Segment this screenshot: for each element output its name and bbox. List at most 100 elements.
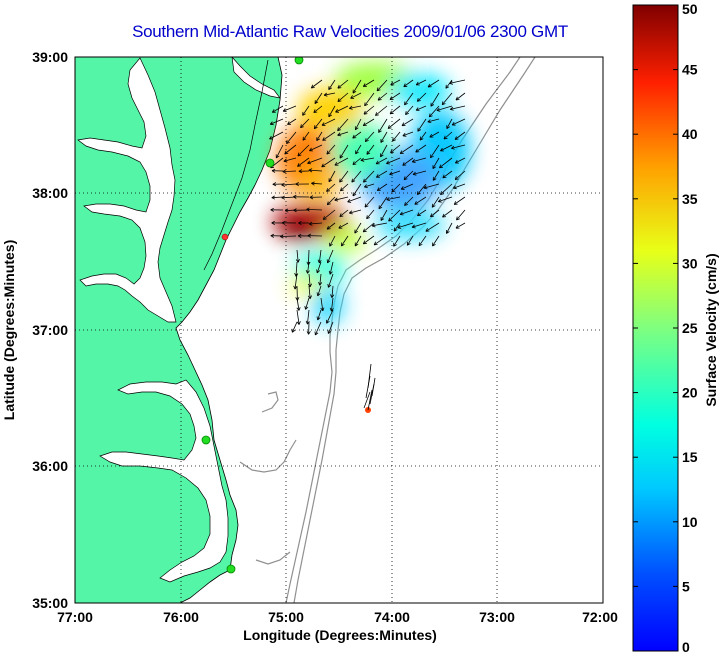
velocity-arrow [406, 235, 414, 246]
velocity-vectors-spot [363, 363, 376, 411]
velocity-arrow-head [310, 84, 314, 89]
velocity-arrow-head [293, 209, 297, 213]
velocity-arrow [380, 144, 388, 158]
velocity-arrow [438, 196, 453, 202]
velocity-arrow-head [297, 235, 302, 238]
velocity-arrow [327, 249, 334, 264]
velocity-arrow [411, 222, 427, 228]
velocity-arrow-head [363, 110, 366, 115]
velocity-arrow [335, 105, 349, 113]
velocity-arrow-head [328, 284, 332, 288]
velocity-arrow-head [430, 155, 434, 159]
velocity-arrow [399, 209, 414, 215]
velocity-arrow-head [414, 201, 417, 205]
velocity-arrow-head [326, 152, 331, 155]
velocity-arrow-head [270, 207, 274, 211]
velocity-arrow-head [276, 155, 280, 159]
colorbar-tick-label: 20 [682, 385, 698, 401]
velocity-arrow [450, 105, 466, 110]
velocity-arrow [454, 170, 466, 180]
velocity-arrow-head [297, 259, 300, 263]
velocity-arrow [355, 118, 362, 130]
colorbar-tick-label: 0 [682, 639, 690, 655]
velocity-arrow [455, 222, 466, 229]
velocity-arrow-head [311, 87, 315, 89]
velocity-arrow-head [386, 197, 390, 200]
velocity-arrow [339, 209, 349, 217]
y-tick-labels: 39:00 38:00 37:00 36:00 35:00 [32, 49, 68, 611]
velocity-arrow-head [281, 195, 285, 199]
velocity-arrow-head [271, 170, 276, 173]
colorbar-tick-label: 50 [682, 1, 698, 17]
velocity-arrow [308, 285, 311, 299]
velocity-arrow-head [271, 195, 275, 199]
velocity-arrow-head [454, 176, 457, 180]
velocity-arrow-head [443, 135, 446, 140]
velocity-arrow [430, 209, 440, 218]
velocity-arrow-head [309, 295, 312, 299]
velocity-arrow-head [334, 197, 338, 201]
velocity-arrow [309, 222, 323, 225]
velocity-arrow [373, 235, 388, 246]
velocity-arrow [331, 285, 334, 298]
velocity-arrow-head [339, 178, 341, 183]
x-tick-label: 75:00 [268, 609, 304, 625]
velocity-arrow [432, 170, 440, 181]
velocity-arrow [322, 131, 336, 141]
velocity-arrow-head [297, 233, 302, 237]
velocity-arrow [354, 222, 362, 234]
velocity-arrow-head [307, 163, 312, 165]
velocity-arrow [377, 92, 388, 101]
velocity-arrow [360, 157, 375, 161]
velocity-arrow-head [363, 242, 367, 245]
red-marker [221, 233, 229, 241]
velocity-arrow [294, 273, 298, 290]
velocity-arrow-head [412, 161, 416, 163]
velocity-arrow-head [330, 294, 333, 298]
pamlico-sound [99, 379, 229, 583]
velocity-arrow-head [454, 159, 458, 164]
velocity-arrow-head [311, 182, 315, 186]
velocity-arrow [316, 131, 323, 141]
velocity-arrow [296, 297, 300, 311]
velocity-arrow [296, 309, 300, 325]
velocity-arrow-head [294, 273, 297, 277]
velocity-arrow-head [355, 151, 359, 155]
velocity-arrow-head [321, 163, 324, 167]
velocity-arrow-head [280, 234, 284, 237]
velocity-arrow [442, 170, 453, 179]
velocity-arrow-head [397, 227, 402, 229]
velocity-arrow-head [272, 183, 277, 187]
velocity-arrow-head [307, 233, 312, 236]
velocity-arrow [403, 79, 414, 88]
velocity-arrow [389, 92, 401, 100]
velocity-arrow-head [328, 114, 333, 118]
velocity-arrow [366, 209, 375, 219]
velocity-arrow-head [363, 178, 365, 183]
velocity-arrow-head [364, 138, 367, 142]
velocity-arrow [454, 131, 466, 140]
velocity-arrow-head [287, 121, 290, 125]
velocity-arrow-head [316, 292, 319, 296]
velocity-arrow [388, 209, 401, 222]
velocity-arrow-head [329, 271, 333, 275]
velocity-arrow-head [412, 171, 416, 175]
velocity-arrow [321, 157, 336, 168]
velocity-vectors [269, 79, 466, 336]
velocity-arrow-head [389, 174, 393, 176]
velocity-arrow-head [429, 133, 433, 138]
velocity-arrow-head [286, 140, 288, 144]
velocity-arrow [309, 144, 323, 152]
velocity-arrow-head [442, 216, 447, 218]
x-tick-label: 74:00 [374, 609, 410, 625]
velocity-arrow [287, 118, 297, 125]
velocity-arrow-head [388, 217, 391, 222]
velocity-arrow [307, 261, 310, 274]
velocity-arrow-head [438, 198, 441, 202]
velocity-arrow [365, 131, 375, 142]
velocity-arrow-head [309, 197, 314, 200]
velocity-arrow [455, 157, 466, 164]
velocity-arrow-head [400, 214, 404, 216]
velocity-arrow [352, 131, 362, 139]
velocity-arrow-head [302, 138, 307, 141]
